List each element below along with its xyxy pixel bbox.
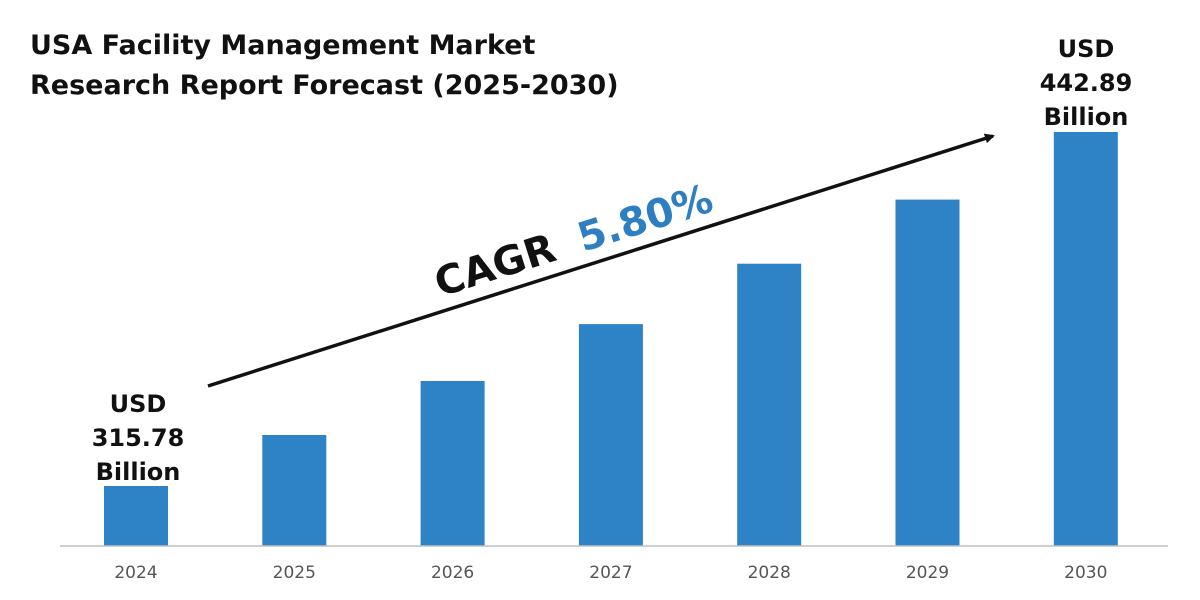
bar-2025 bbox=[262, 435, 327, 546]
chart-title-line-1: USA Facility Management Market bbox=[30, 30, 536, 61]
start-value-label: USD 315.78 Billion bbox=[92, 390, 185, 486]
cagr-annotation: CAGR 5.80% bbox=[429, 176, 718, 307]
bar-2030 bbox=[1053, 132, 1118, 546]
x-tick-label-2030: 2030 bbox=[1064, 563, 1107, 583]
x-axis-tick-labels: 2024 2025 2026 2027 2028 2029 2030 bbox=[114, 563, 1107, 583]
end-value-label-line-1: USD bbox=[1058, 35, 1115, 63]
x-tick-label-2029: 2029 bbox=[906, 563, 949, 583]
x-tick-label-2025: 2025 bbox=[273, 563, 316, 583]
end-value-label-line-3: Billion bbox=[1044, 103, 1129, 131]
end-value-label-line-2: 442.89 bbox=[1040, 69, 1133, 97]
bar-2029 bbox=[895, 199, 960, 546]
start-value-label-line-2: 315.78 bbox=[92, 424, 185, 452]
x-tick-label-2027: 2027 bbox=[589, 563, 632, 583]
bar-series bbox=[104, 132, 1118, 546]
bar-2024 bbox=[104, 486, 168, 546]
growth-trend-arrow bbox=[207, 133, 995, 388]
x-tick-label-2026: 2026 bbox=[431, 563, 474, 583]
chart-title: USA Facility Management Market Research … bbox=[30, 26, 619, 106]
start-value-label-line-3: Billion bbox=[96, 458, 181, 486]
chart-title-line-2: Research Report Forecast (2025-2030) bbox=[30, 70, 619, 101]
end-value-label: USD 442.89 Billion bbox=[1040, 35, 1133, 131]
x-tick-label-2024: 2024 bbox=[114, 563, 157, 583]
bar-2027 bbox=[578, 324, 643, 546]
cagr-value: 5.80% bbox=[572, 176, 718, 262]
x-tick-label-2028: 2028 bbox=[748, 563, 791, 583]
bar-2026 bbox=[420, 381, 485, 546]
bar-2028 bbox=[737, 263, 802, 546]
start-value-label-line-1: USD bbox=[110, 390, 167, 418]
